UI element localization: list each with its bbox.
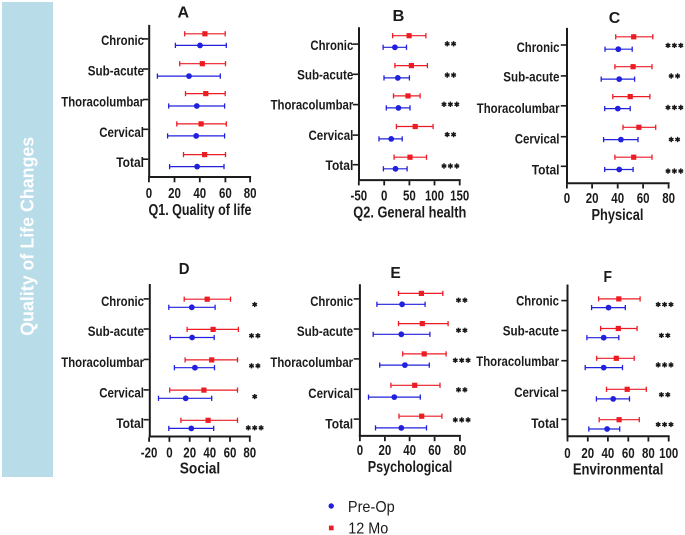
- svg-text:Total: Total: [532, 162, 560, 177]
- svg-text:0: 0: [381, 188, 387, 204]
- svg-text:60: 60: [637, 191, 650, 207]
- svg-text:0: 0: [564, 191, 570, 207]
- svg-text:40: 40: [203, 445, 216, 461]
- svg-text:-20: -20: [141, 445, 158, 461]
- svg-text:Thoracolumbar: Thoracolumbar: [270, 355, 353, 370]
- svg-text:20: 20: [379, 443, 392, 459]
- svg-text:Total: Total: [325, 416, 353, 431]
- svg-text:Thoracolumbar: Thoracolumbar: [271, 98, 354, 113]
- svg-text:Sub-acute: Sub-acute: [88, 324, 145, 339]
- svg-text:D: D: [179, 261, 190, 278]
- svg-text:Social: Social: [180, 461, 221, 478]
- svg-text:Chronic: Chronic: [310, 294, 353, 309]
- svg-text:80: 80: [244, 186, 257, 202]
- svg-text:0: 0: [146, 186, 152, 202]
- svg-text:Sub-acute: Sub-acute: [297, 68, 354, 83]
- svg-text:Cervical: Cervical: [308, 386, 353, 401]
- svg-text:Total: Total: [531, 416, 559, 431]
- svg-text:Sub-acute: Sub-acute: [88, 63, 145, 78]
- svg-text:C: C: [609, 10, 621, 27]
- svg-text:20: 20: [581, 446, 594, 462]
- svg-text:0: 0: [564, 446, 570, 462]
- svg-text:80: 80: [662, 191, 675, 207]
- svg-text:E: E: [390, 265, 401, 282]
- svg-text:Cervical: Cervical: [514, 385, 559, 400]
- svg-text:Cervical: Cervical: [99, 386, 144, 401]
- svg-text:Chronic: Chronic: [101, 294, 144, 309]
- svg-text:100: 100: [425, 188, 444, 204]
- svg-text:Thoracolumbar: Thoracolumbar: [61, 355, 144, 370]
- svg-text:0: 0: [166, 445, 172, 461]
- svg-text:Cervical: Cervical: [515, 132, 560, 147]
- svg-text:40: 40: [403, 443, 416, 459]
- svg-text:Psychological: Psychological: [368, 459, 453, 476]
- svg-text:Physical: Physical: [592, 207, 644, 224]
- svg-text:100: 100: [659, 446, 678, 462]
- svg-text:Sub-acute: Sub-acute: [503, 323, 560, 338]
- svg-text:Chronic: Chronic: [516, 293, 559, 308]
- svg-text:40: 40: [193, 186, 206, 202]
- svg-text:Cervical: Cervical: [99, 125, 144, 140]
- svg-text:60: 60: [622, 446, 635, 462]
- svg-text:20: 20: [586, 191, 599, 207]
- svg-text:Chronic: Chronic: [517, 40, 560, 55]
- svg-text:60: 60: [224, 445, 237, 461]
- svg-text:Thoracolumbar: Thoracolumbar: [61, 95, 144, 110]
- svg-text:80: 80: [243, 445, 256, 461]
- svg-text:0: 0: [357, 443, 363, 459]
- svg-text:60: 60: [428, 443, 441, 459]
- svg-text:80: 80: [642, 446, 655, 462]
- svg-text:A: A: [178, 4, 190, 21]
- svg-text:B: B: [393, 8, 405, 25]
- svg-text:80: 80: [454, 443, 467, 459]
- svg-text:Chronic: Chronic: [101, 33, 144, 48]
- svg-text:Cervical: Cervical: [309, 128, 354, 143]
- svg-text:Pre-Op: Pre-Op: [348, 499, 395, 516]
- svg-text:12 Mo: 12 Mo: [348, 521, 388, 535]
- svg-text:60: 60: [219, 186, 232, 202]
- svg-text:40: 40: [611, 191, 624, 207]
- svg-text:150: 150: [450, 188, 469, 204]
- svg-text:Total: Total: [116, 416, 144, 431]
- svg-text:Sub-acute: Sub-acute: [297, 324, 354, 339]
- svg-text:Quality of Life Changes: Quality of Life Changes: [18, 137, 38, 336]
- svg-text:F: F: [604, 269, 613, 286]
- svg-text:Environmental: Environmental: [573, 462, 664, 479]
- svg-text:40: 40: [602, 446, 615, 462]
- svg-text:Total: Total: [326, 158, 354, 173]
- svg-text:-50: -50: [351, 188, 368, 204]
- svg-text:Chronic: Chronic: [310, 38, 353, 53]
- svg-text:20: 20: [168, 186, 181, 202]
- svg-text:Q2. General health: Q2. General health: [353, 205, 466, 222]
- svg-text:20: 20: [183, 445, 196, 461]
- svg-text:Thoracolumbar: Thoracolumbar: [476, 354, 559, 369]
- svg-text:Q1. Quality of life: Q1. Quality of life: [149, 202, 252, 219]
- svg-text:Total: Total: [116, 155, 144, 170]
- svg-text:Sub-acute: Sub-acute: [503, 70, 560, 85]
- svg-text:Thoracolumbar: Thoracolumbar: [477, 101, 560, 116]
- svg-text:50: 50: [403, 188, 416, 204]
